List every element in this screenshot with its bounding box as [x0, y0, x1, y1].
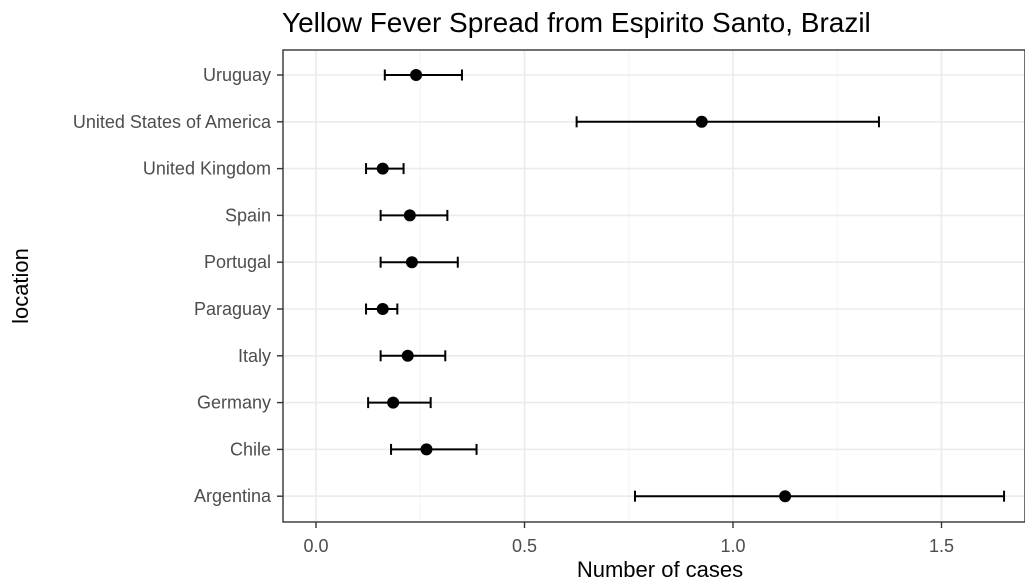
error-bar: [379, 256, 459, 268]
y-tick-label: Germany: [197, 393, 271, 413]
error-bar: [390, 443, 478, 455]
y-tick-label: Paraguay: [194, 299, 271, 319]
x-tick-label: 0.0: [303, 536, 328, 556]
x-axis-title: Number of cases: [577, 557, 743, 582]
data-point: [376, 303, 389, 315]
y-axis-title: location: [8, 248, 33, 324]
y-tick-label: Italy: [238, 346, 271, 366]
y-tick-label: Portugal: [204, 252, 271, 272]
y-tick-label: Uruguay: [203, 65, 271, 85]
y-tick-label: Spain: [225, 205, 271, 225]
error-bar: [575, 116, 880, 128]
y-tick-label: United Kingdom: [143, 159, 271, 179]
error-bar: [367, 397, 432, 409]
data-points: [376, 69, 792, 503]
chart-title: Yellow Fever Spread from Espirito Santo,…: [282, 7, 871, 38]
y-tick-label: United States of America: [73, 112, 272, 132]
x-tick-label: 0.5: [512, 536, 537, 556]
plot-panel: [282, 49, 1025, 523]
data-point: [695, 115, 708, 128]
y-axis: Uruguay United States of America United Ki…: [73, 65, 283, 506]
data-point: [401, 349, 414, 362]
x-tick-label: 1.5: [929, 536, 954, 556]
data-point: [420, 443, 433, 456]
x-tick-label: 1.0: [720, 536, 745, 556]
data-point: [376, 162, 389, 175]
data-point: [387, 396, 400, 409]
y-tick-label: Chile: [230, 439, 271, 459]
error-bars: [365, 69, 1006, 502]
y-tick-label: Argentina: [194, 486, 272, 506]
x-axis: 0.0 0.5 1.0 1.5: [303, 522, 954, 556]
data-point: [410, 69, 423, 81]
data-point: [405, 256, 418, 269]
data-point: [779, 490, 792, 503]
error-bar: [383, 69, 463, 81]
data-point: [403, 209, 416, 222]
error-bar: [634, 490, 1006, 502]
